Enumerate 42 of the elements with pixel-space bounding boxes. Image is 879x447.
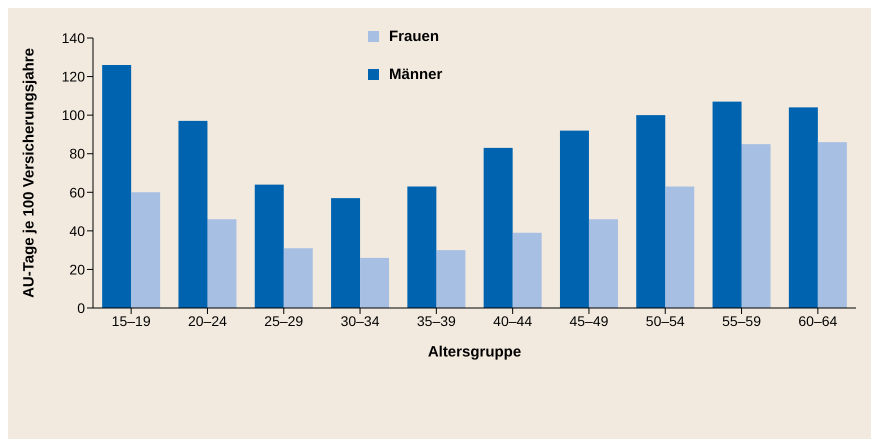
bar: [560, 130, 589, 308]
bar: [665, 186, 694, 308]
bar: [636, 115, 666, 308]
y-tick-label: 60: [69, 184, 86, 200]
bar: [254, 184, 284, 308]
legend-label: Frauen: [389, 28, 440, 45]
bar: [360, 258, 390, 308]
bar: [712, 102, 742, 308]
bar: [818, 142, 847, 308]
x-tick-label: 30–34: [340, 312, 380, 329]
bar: [436, 250, 466, 308]
bar: [512, 232, 542, 308]
legend-label: Männer: [389, 66, 442, 83]
y-axis-title: AU-Tage je 100 Versicherungsjahre: [20, 48, 38, 298]
y-tick-label: 80: [69, 146, 86, 162]
bar: [588, 219, 618, 308]
y-tick-label: 140: [62, 30, 86, 46]
x-tick-label: 45–49: [569, 312, 609, 329]
bar: [742, 144, 771, 308]
bar: [207, 219, 236, 308]
bar: [178, 120, 208, 308]
y-tick-label: 100: [62, 107, 86, 124]
bar: [284, 248, 313, 308]
bar: [331, 198, 360, 308]
bar: [788, 107, 818, 308]
bar: [102, 65, 132, 308]
x-tick-label: 40–44: [493, 312, 532, 329]
y-tick-label: 120: [62, 68, 86, 85]
y-tick-label: 20: [69, 261, 86, 278]
x-tick-label: 25–29: [264, 312, 304, 329]
x-tick-label: 60–64: [798, 312, 838, 329]
bar: [484, 148, 513, 308]
x-tick-label: 20–24: [188, 312, 228, 329]
x-tick-label: 15–19: [112, 312, 151, 329]
x-tick-label: 50–54: [646, 312, 685, 329]
x-axis-title: Altersgruppe: [428, 344, 522, 361]
bar: [131, 192, 160, 308]
y-tick-label: 40: [69, 222, 86, 239]
x-tick-label: 55–59: [722, 312, 762, 329]
y-tick-label: 0: [77, 300, 86, 316]
bar: [407, 186, 436, 308]
x-tick-label: 35–39: [416, 312, 456, 329]
